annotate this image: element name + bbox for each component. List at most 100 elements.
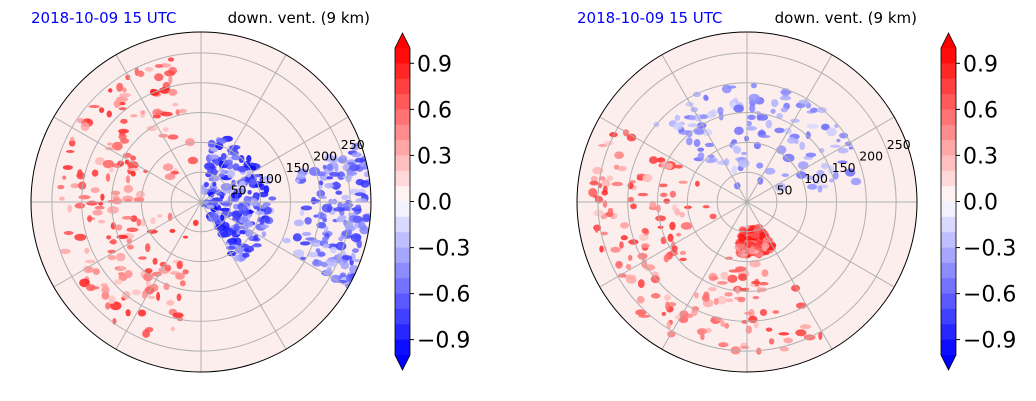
colorbar-band: [941, 109, 956, 126]
field-cell: [799, 141, 806, 151]
panel-right-title-variable: down. vent. (9 km): [775, 9, 917, 27]
field-cell: [162, 163, 174, 171]
field-cell: [625, 264, 632, 270]
field-cell: [691, 309, 698, 316]
field-cell: [240, 215, 249, 223]
colorbar-band: [941, 201, 956, 218]
field-cell: [761, 269, 769, 277]
field-cell: [669, 221, 676, 231]
field-cell: [226, 169, 235, 179]
field-cell: [765, 119, 773, 129]
colorbar-band: [395, 262, 410, 279]
field-cell: [650, 293, 661, 299]
colorbar-band: [395, 140, 410, 156]
angular-gridline: [115, 54, 202, 203]
field-cell: [88, 104, 100, 109]
field-cell: [214, 224, 226, 231]
field-cell: [187, 156, 199, 165]
field-cell: [233, 223, 240, 232]
field-cell: [839, 132, 849, 139]
field-cell: [109, 240, 115, 244]
field-cell: [258, 191, 269, 198]
polar-grid-right: [577, 32, 917, 372]
field-cell: [751, 280, 761, 285]
field-cell: [642, 174, 653, 183]
radial-label: 200: [313, 148, 337, 163]
field-cell: [142, 290, 148, 300]
field-cell: [60, 248, 71, 254]
field-cell: [669, 190, 677, 198]
field-cell: [347, 171, 358, 176]
colorbar-band: [941, 324, 956, 341]
angular-gridline: [599, 201, 748, 288]
field-cell: [179, 280, 186, 287]
radial-label: 50: [231, 183, 247, 198]
field-cell: [264, 180, 273, 184]
field-cell: [237, 165, 247, 173]
field-cell: [313, 214, 319, 218]
field-cell: [678, 180, 688, 184]
field-cell: [747, 114, 756, 121]
field-cell: [322, 217, 328, 223]
field-cell: [143, 272, 154, 282]
field-cell: [748, 247, 756, 255]
field-cell: [333, 207, 346, 212]
field-cell: [594, 195, 604, 204]
field-cell: [209, 147, 219, 152]
colorbar-extend-max: [395, 33, 410, 48]
field-cell: [790, 118, 800, 123]
field-cell: [220, 153, 227, 160]
field-cell: [170, 326, 175, 332]
field-cell: [259, 217, 265, 225]
field-cell: [292, 233, 302, 242]
field-cell: [665, 301, 670, 311]
field-cell: [137, 71, 145, 77]
field-cell: [759, 309, 768, 316]
field-cell: [167, 57, 175, 62]
field-cell: [768, 338, 775, 345]
field-cell: [598, 176, 606, 181]
colorbar-band: [941, 247, 956, 264]
field-cell: [126, 227, 139, 233]
field-cell: [179, 108, 187, 114]
field-cell: [359, 225, 370, 235]
field-cell: [85, 266, 94, 273]
field-cell: [299, 241, 311, 246]
field-cell: [118, 128, 129, 134]
colorbar-band: [941, 124, 956, 141]
colorbar-band: [395, 216, 410, 233]
field-cell: [628, 239, 639, 245]
colorbar-extend-max: [941, 33, 956, 48]
field-cell: [116, 96, 128, 103]
field-cell: [344, 220, 354, 230]
colorbar-tick-label: −0.3: [963, 237, 1016, 262]
panel-left-title-date: 2018-10-09 15 UTC: [31, 9, 177, 27]
field-cell: [837, 160, 848, 164]
field-cell: [663, 198, 670, 204]
field-cell: [324, 153, 334, 162]
field-cell: [829, 178, 834, 183]
field-cell: [820, 162, 829, 169]
field-cell: [315, 248, 321, 253]
field-cell: [636, 295, 645, 304]
colorbar-tick-label: 0.9: [963, 52, 998, 77]
colorbar-band: [941, 339, 956, 356]
colorbar-band: [941, 278, 956, 295]
field-cell: [182, 235, 189, 239]
field-cell: [649, 200, 657, 209]
field-cell: [164, 70, 176, 77]
field-cell: [120, 118, 128, 124]
field-cell: [239, 243, 249, 248]
field-cell: [638, 233, 649, 241]
field-cell: [242, 204, 248, 212]
field-cell: [748, 93, 760, 103]
field-cell: [137, 309, 147, 317]
colorbar-band: [395, 94, 410, 110]
field-cell: [67, 204, 73, 213]
field-cell: [119, 93, 131, 98]
field-cell: [130, 114, 138, 118]
field-cell: [85, 259, 96, 264]
field-cell: [799, 324, 812, 330]
field-cell: [783, 337, 793, 344]
